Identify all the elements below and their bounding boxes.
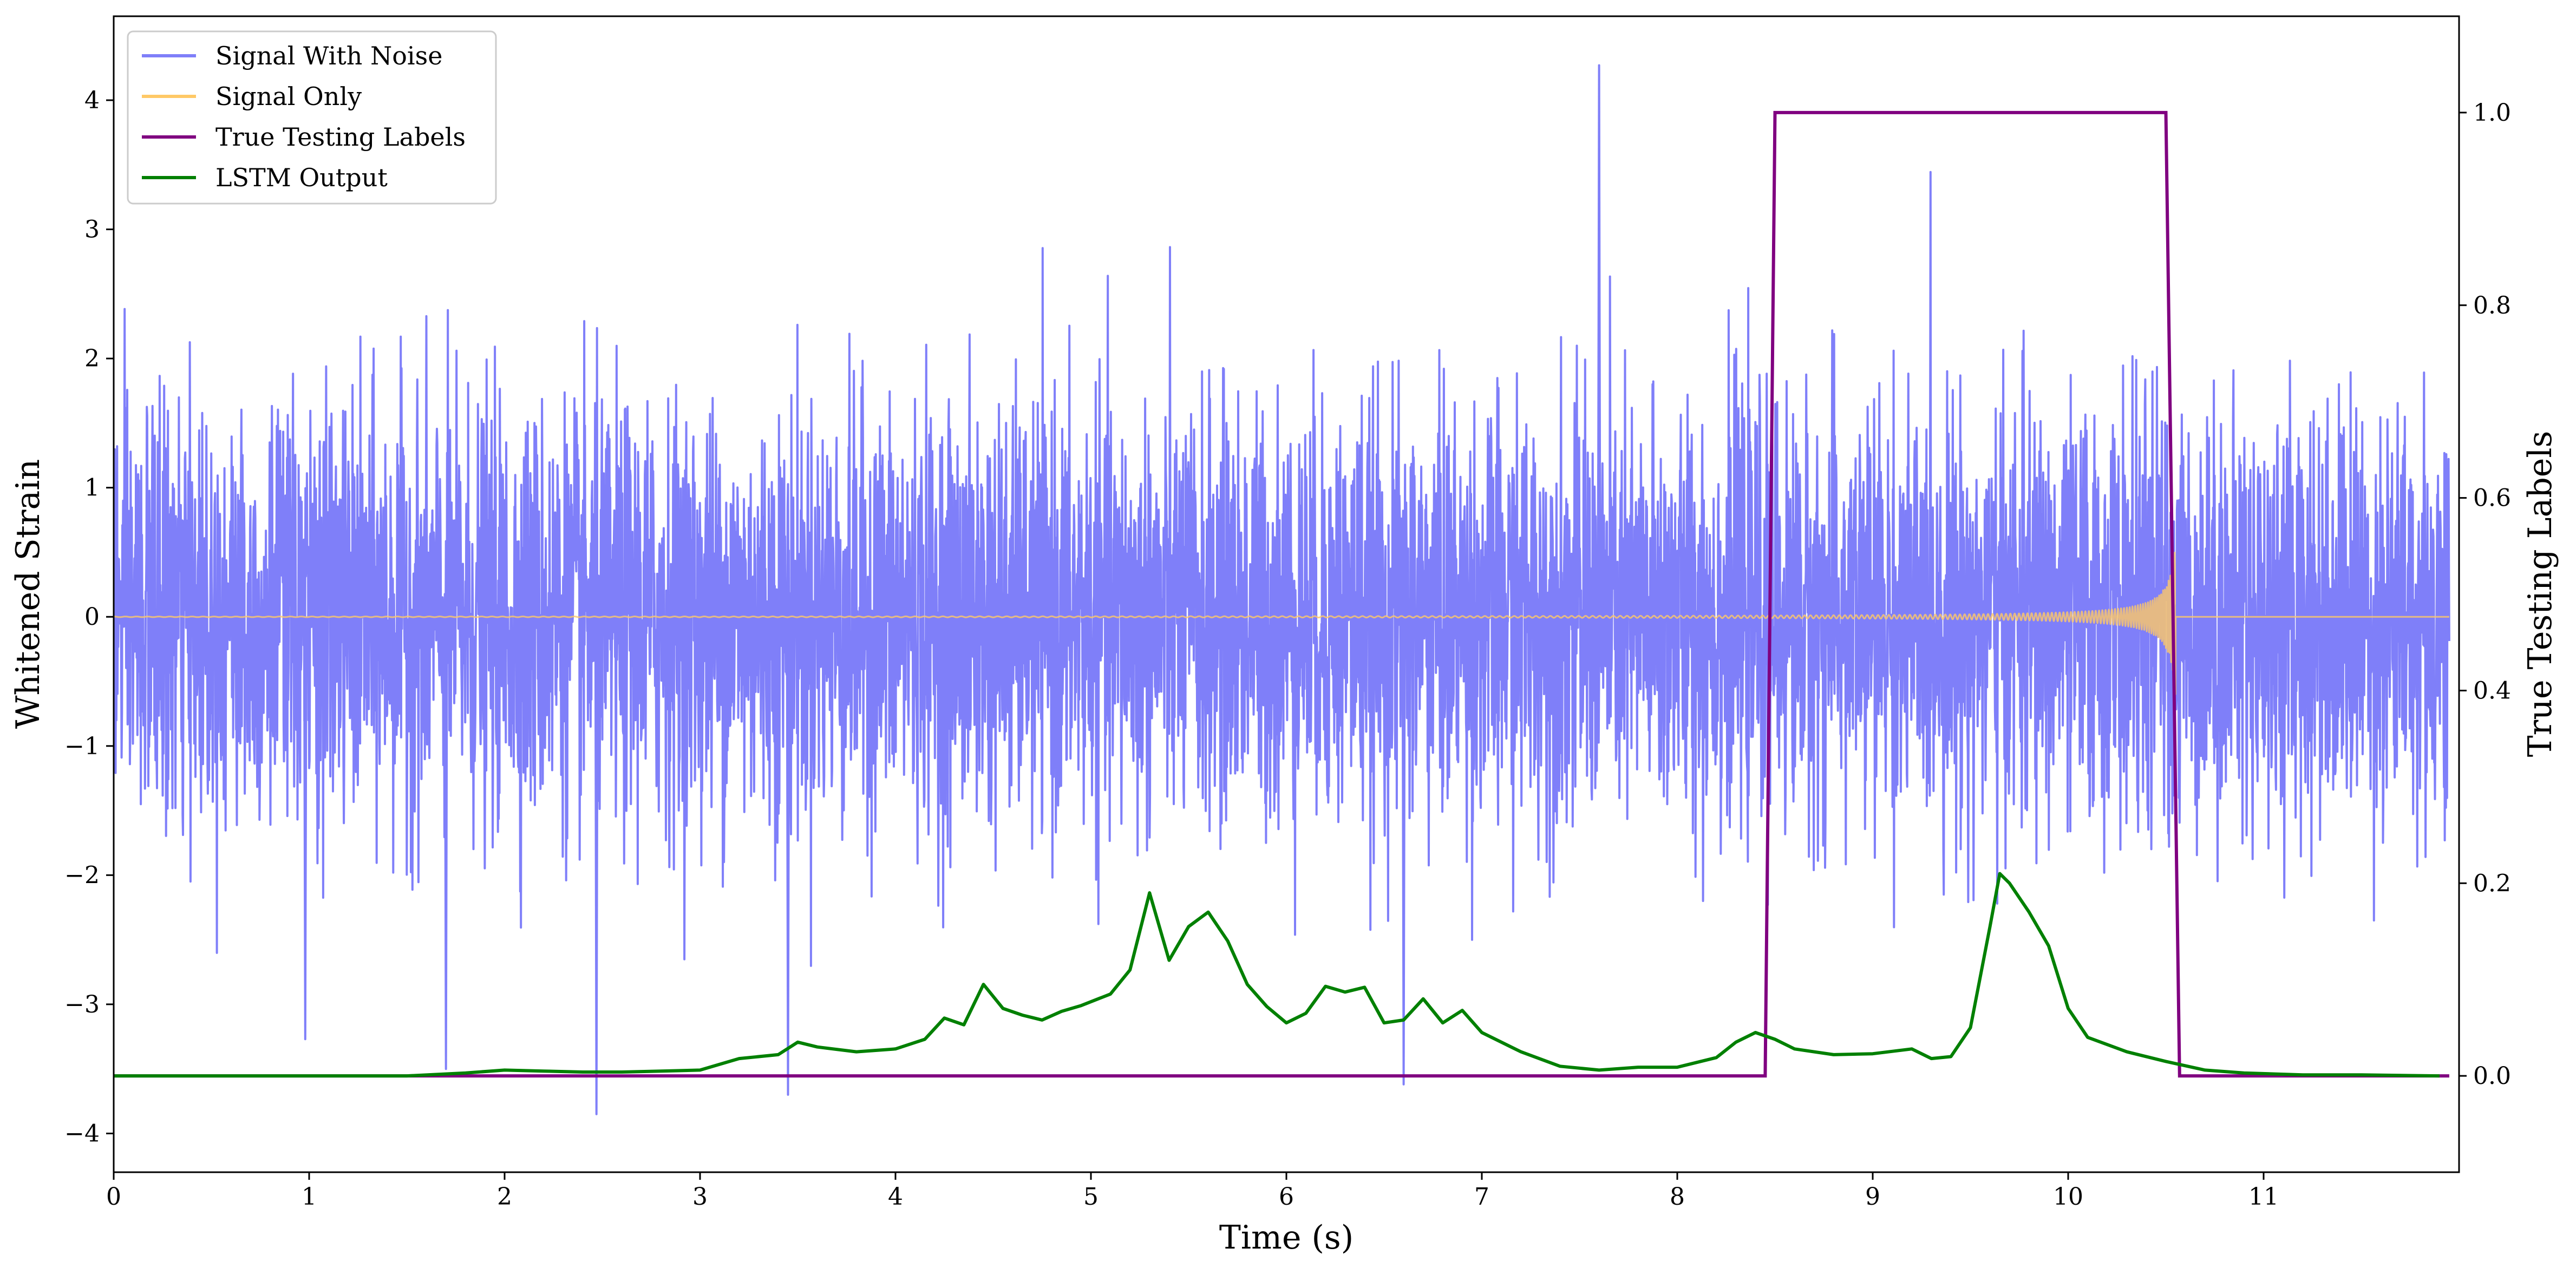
legend-box — [127, 30, 497, 205]
y-left-tick-label: −2 — [64, 861, 100, 889]
x-tick-label: 8 — [1670, 1183, 1685, 1211]
y-left-tick-label: −4 — [64, 1120, 100, 1147]
y-left-tick-label: 0 — [84, 603, 100, 631]
x-tick-label: 7 — [1474, 1183, 1489, 1211]
y-axis-right: 0.0 0.2 0.4 0.6 0.8 1.0 — [2459, 99, 2511, 1090]
y-left-tick-label: −3 — [64, 991, 100, 1018]
y-axis-left-title: Whitened Strain — [9, 459, 47, 729]
x-tick-label: 9 — [1865, 1183, 1880, 1211]
series-line-signal-only — [114, 552, 2450, 695]
y-left-tick-label: −1 — [64, 733, 100, 760]
legend-label-signal-only: Signal Only — [215, 82, 362, 111]
y-right-tick-label: 0.2 — [2473, 870, 2511, 897]
y-left-tick-label: 3 — [84, 216, 100, 244]
y-right-tick-label: 0.0 — [2473, 1062, 2511, 1090]
legend-label-lstm-output: LSTM Output — [215, 163, 388, 192]
y-right-tick-label: 1.0 — [2473, 99, 2511, 127]
series-line-true-testing-labels — [114, 110, 2449, 1078]
x-axis-title: Time (s) — [1219, 1219, 1354, 1257]
y-left-tick-label: 4 — [84, 87, 100, 114]
y-left-tick-label: 1 — [84, 474, 100, 502]
series-line-lstm-output — [114, 872, 2440, 1078]
y-axis-left: −4 −3 −2 −1 0 1 2 3 4 — [64, 87, 114, 1147]
y-right-tick-label: 0.8 — [2473, 292, 2511, 319]
legend: Signal With Noise Signal Only True Testing… — [127, 30, 497, 205]
x-tick-label: 3 — [692, 1183, 708, 1211]
x-tick-label: 10 — [2053, 1183, 2083, 1211]
x-tick-label: 1 — [302, 1183, 317, 1211]
x-tick-label: 2 — [497, 1183, 512, 1211]
x-tick-label: 0 — [106, 1183, 121, 1211]
x-axis: 0 1 2 3 4 5 6 7 8 9 10 11 — [106, 1172, 2279, 1211]
x-tick-label: 4 — [888, 1183, 903, 1211]
x-tick-label: 6 — [1279, 1183, 1294, 1211]
plot-area — [114, 64, 2450, 1115]
y-right-tick-label: 0.4 — [2473, 677, 2511, 704]
y-left-tick-label: 2 — [84, 345, 100, 373]
series-line-signal-with-noise — [114, 64, 2450, 1115]
x-tick-label: 5 — [1083, 1183, 1099, 1211]
y-axis-right-title: True Testing Labels — [2521, 431, 2559, 757]
y-right-tick-label: 0.6 — [2473, 485, 2511, 512]
x-tick-label: 11 — [2248, 1183, 2279, 1211]
legend-label-signal-with-noise: Signal With Noise — [215, 41, 442, 70]
legend-label-true-testing-labels: True Testing Labels — [215, 122, 466, 152]
